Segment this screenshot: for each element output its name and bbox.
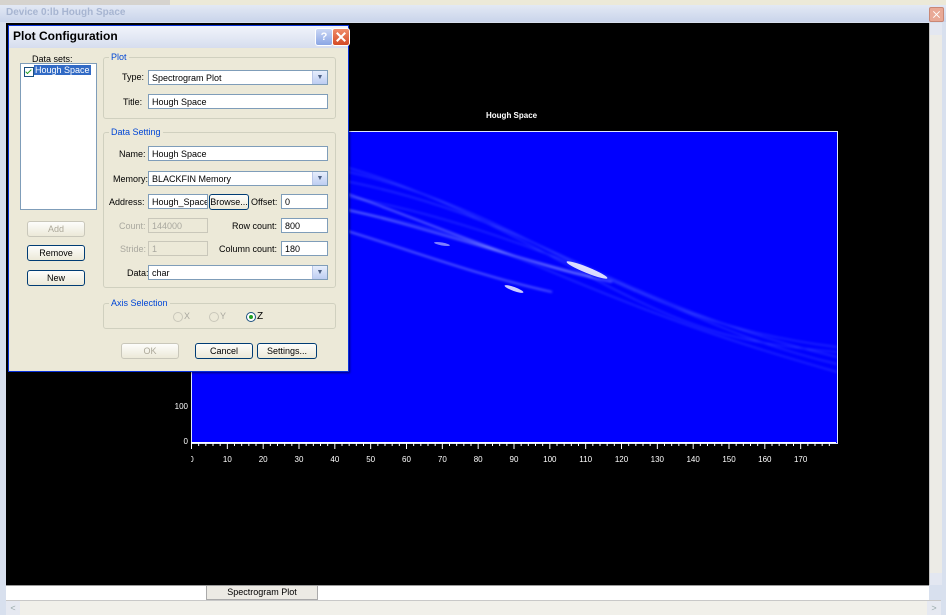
x-tick-label: 150 [722,455,736,464]
datasets-label: Data sets: [32,54,73,64]
title-input[interactable]: Hough Space [148,94,328,109]
axis-y-label: Y [220,311,227,321]
x-tick-label: 170 [794,455,808,464]
device-window-close-button[interactable] [929,7,944,22]
offset-label: Offset: [251,197,278,207]
x-tick-label: 30 [295,455,304,464]
x-tick-label: 160 [758,455,772,464]
type-value: Spectrogram Plot [152,73,222,83]
data-label: Data: [127,268,149,278]
chevron-down-icon[interactable]: ▼ [312,71,327,84]
column-count-label: Column count: [219,244,278,254]
stride-input: 1 [148,241,208,256]
x-tick-label: 100 [543,455,557,464]
dialog-titlebar[interactable]: Plot Configuration ? [9,26,350,48]
settings-button[interactable]: Settings... [257,343,317,359]
x-tick-label: 120 [615,455,629,464]
scroll-down-icon[interactable] [930,573,942,585]
memory-value: BLACKFIN Memory [152,174,232,184]
dialog-title: Plot Configuration [13,29,118,43]
dataset-checkbox[interactable] [24,67,34,77]
datasets-list[interactable]: Hough Space [20,63,97,210]
plot-group-title: Plot [109,52,129,62]
tab-spectrogram-plot[interactable]: Spectrogram Plot [206,586,318,600]
scroll-left-icon[interactable]: < [6,601,20,615]
plot-group [103,57,336,119]
axis-y-radio[interactable] [209,312,219,322]
offset-input[interactable]: 0 [281,194,328,209]
axis-x-label: X [184,311,191,321]
hough-peaks [434,241,608,293]
y-tick-label: 0 [183,437,188,446]
dataset-item-label[interactable]: Hough Space [34,65,91,75]
x-tick-label: 130 [651,455,665,464]
name-input[interactable]: Hough Space [148,146,328,161]
x-tick-label: 110 [579,455,592,464]
x-tick-label: 40 [330,455,339,464]
x-tick-label: 20 [259,455,268,464]
type-select[interactable]: Spectrogram Plot ▼ [148,70,328,85]
x-tick-label: 140 [686,455,700,464]
dialog-close-button[interactable] [332,28,350,46]
y-tick-label: 100 [174,402,188,411]
chart-title: Hough Space [486,111,538,120]
x-tick-label: 0 [191,455,194,464]
count-input: 144000 [148,218,208,233]
data-setting-group [103,132,336,288]
help-icon[interactable]: ? [315,28,333,46]
plot-configuration-dialog: Plot Configuration ? Data sets: Hough Sp… [8,25,350,372]
x-tick-label: 10 [223,455,232,464]
type-label: Type: [122,72,145,82]
data-type-select[interactable]: char ▼ [148,265,328,280]
chevron-down-icon[interactable]: ▼ [312,266,327,279]
device-window-title: Device 0:lb Hough Space [6,7,126,18]
axis-z-label: Z [257,311,264,322]
axis-selection-group-title: Axis Selection [109,298,170,308]
memory-select[interactable]: BLACKFIN Memory ▼ [148,171,328,186]
x-tick-label: 50 [366,455,375,464]
address-input[interactable]: Hough_Space [148,194,208,209]
memory-label: Memory: [113,174,149,184]
title-label: Title: [123,97,143,107]
vertical-scrollbar[interactable] [929,23,942,585]
axis-selection-group [103,303,336,329]
new-button[interactable]: New [27,270,85,286]
plot-tab-bar: Spectrogram Plot [6,585,929,600]
scroll-up-icon[interactable] [930,23,942,35]
row-count-label: Row count: [232,221,278,231]
axis-z-radio[interactable] [246,312,256,322]
x-tick-label: 90 [510,455,519,464]
row-count-input[interactable]: 800 [281,218,328,233]
axis-x-radio[interactable] [173,312,183,322]
chevron-down-icon[interactable]: ▼ [312,172,327,185]
horizontal-scrollbar[interactable]: < > [6,600,941,615]
device-window-titlebar[interactable]: Device 0:lb Hough Space [0,5,946,22]
data-setting-group-title: Data Setting [109,127,163,137]
name-label: Name: [119,149,146,159]
x-axis: 0 10 20 30 40 50 60 70 80 90 100 110 120 130 140 150 160… [191,442,836,464]
data-type-value: char [152,268,170,278]
stride-label: Stride: [120,244,147,254]
x-tick-label: 70 [438,455,447,464]
cancel-button[interactable]: Cancel [195,343,253,359]
scroll-right-icon[interactable]: > [927,601,941,615]
column-count-input[interactable]: 180 [281,241,328,256]
ok-button[interactable]: OK [121,343,179,359]
browse-button[interactable]: Browse... [209,194,249,210]
x-tick-label: 80 [474,455,483,464]
remove-button[interactable]: Remove [27,245,85,261]
address-label: Address: [109,197,145,207]
add-button[interactable]: Add [27,221,85,237]
count-label: Count: [119,221,146,231]
x-tick-label: 60 [402,455,411,464]
